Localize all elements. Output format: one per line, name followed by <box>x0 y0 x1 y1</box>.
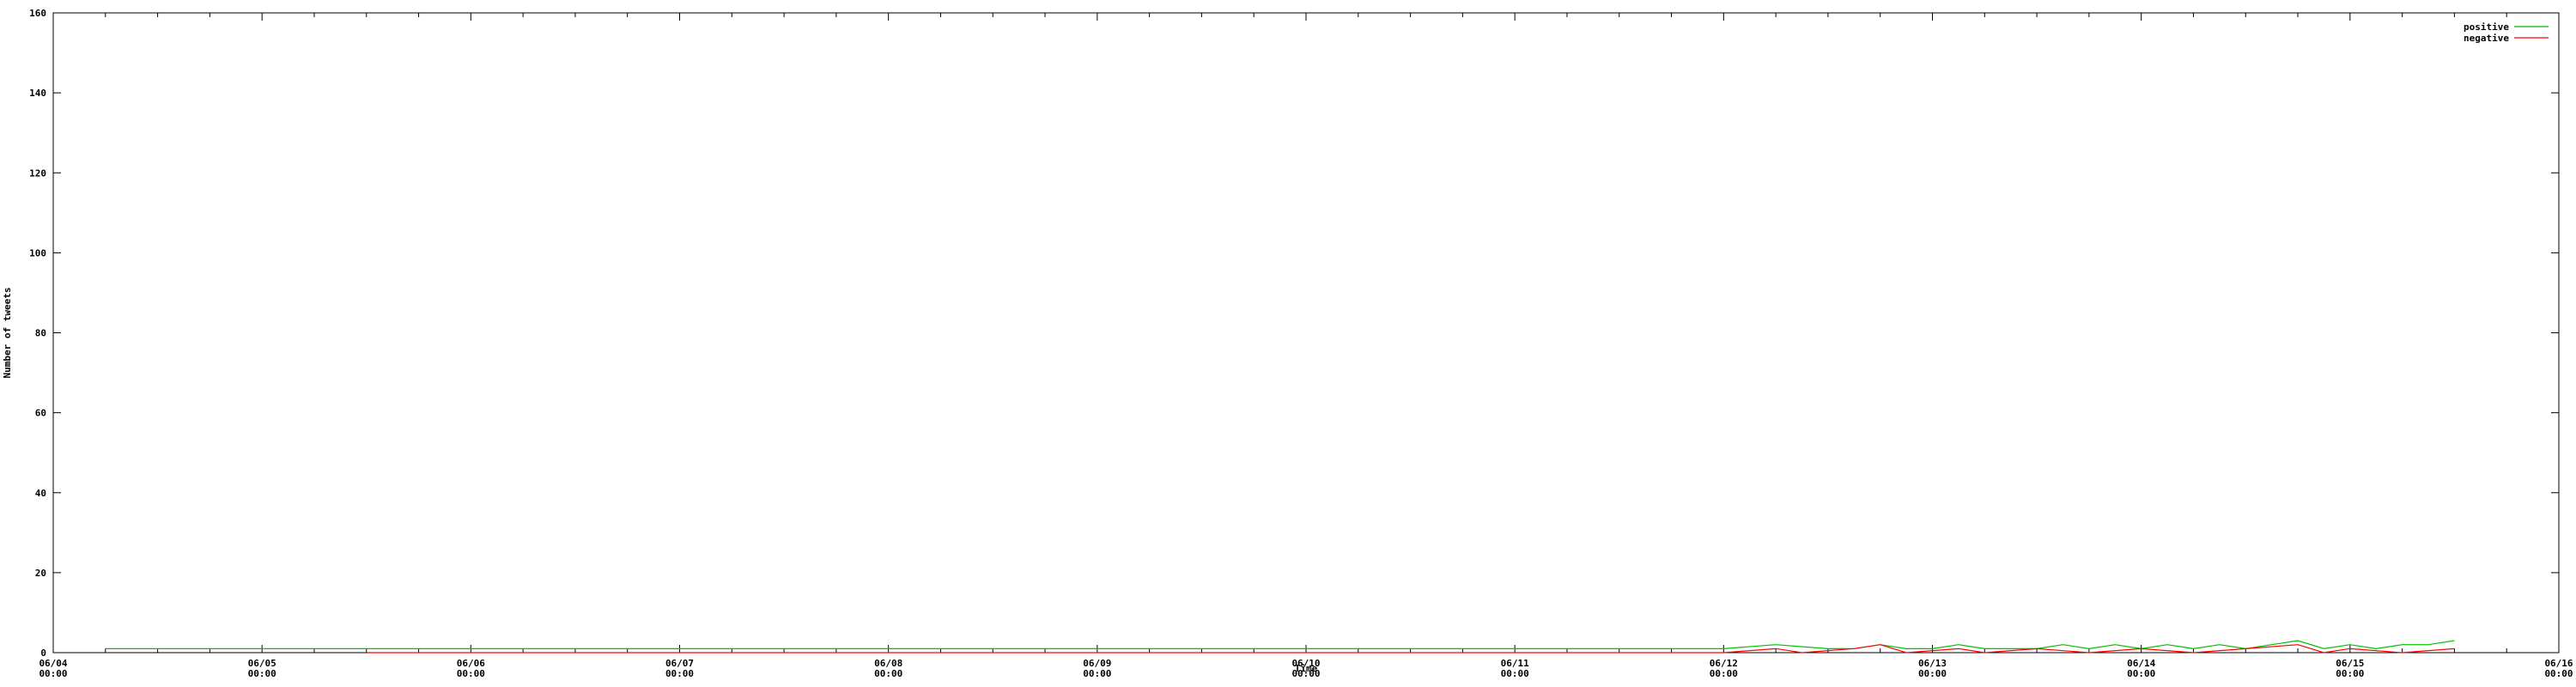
x-tick-label-date: 06/06 <box>457 658 485 669</box>
series-line-positive <box>105 640 2455 649</box>
x-tick-label-time: 00:00 <box>665 668 694 679</box>
x-tick-label-date: 06/13 <box>1918 658 1947 669</box>
legend-label-positive: positive <box>2464 21 2509 33</box>
y-tick-label: 60 <box>35 408 46 419</box>
x-tick-label-date: 06/15 <box>2336 658 2364 669</box>
x-tick-label-time: 00:00 <box>2336 668 2364 679</box>
x-tick-label-time: 00:00 <box>248 668 276 679</box>
series-line-negative <box>366 644 2455 654</box>
legend-label-negative: negative <box>2464 33 2509 44</box>
x-axis-label: Time <box>1295 663 1318 674</box>
x-tick-label-time: 00:00 <box>1710 668 1738 679</box>
x-tick-label-time: 00:00 <box>1918 668 1947 679</box>
x-tick-label-time: 00:00 <box>2544 668 2573 679</box>
y-tick-label: 20 <box>35 568 46 579</box>
series-lines <box>105 640 2455 654</box>
x-tick-label-time: 00:00 <box>1291 668 1320 679</box>
x-tick-label-date: 06/12 <box>1710 658 1738 669</box>
y-axis: 0 20 40 60 80 100 120 140 160 <box>29 8 2559 659</box>
x-tick-label-time: 00:00 <box>1083 668 1111 679</box>
x-tick-label-date: 06/10 <box>1291 658 1320 669</box>
x-tick-label-date: 06/14 <box>2127 658 2155 669</box>
y-tick-label: 80 <box>35 328 46 339</box>
x-axis: 06/0400:0006/0500:0006/0600:0006/0700:00… <box>39 13 2573 679</box>
x-tick-label-time: 00:00 <box>1501 668 1529 679</box>
x-tick-label-time: 00:00 <box>2127 668 2155 679</box>
x-tick-label-date: 06/08 <box>874 658 902 669</box>
x-tick-label-date: 06/09 <box>1083 658 1111 669</box>
x-tick-label-time: 00:00 <box>457 668 485 679</box>
y-tick-label: 40 <box>35 488 46 499</box>
x-tick-label-time: 00:00 <box>39 668 67 679</box>
x-tick-label-date: 06/05 <box>248 658 276 669</box>
y-tick-label: 160 <box>29 8 46 19</box>
x-tick-label-date: 06/07 <box>665 658 694 669</box>
x-tick-label-date: 06/16 <box>2544 658 2573 669</box>
x-tick-label-date: 06/11 <box>1501 658 1529 669</box>
x-tick-label-time: 00:00 <box>874 668 902 679</box>
y-tick-label: 100 <box>29 247 46 258</box>
x-tick-label-date: 06/04 <box>39 658 67 669</box>
y-tick-label: 120 <box>29 167 46 179</box>
y-tick-label: 0 <box>40 647 46 659</box>
y-tick-label: 140 <box>29 88 46 99</box>
y-axis-label: Number of tweets <box>2 288 13 379</box>
